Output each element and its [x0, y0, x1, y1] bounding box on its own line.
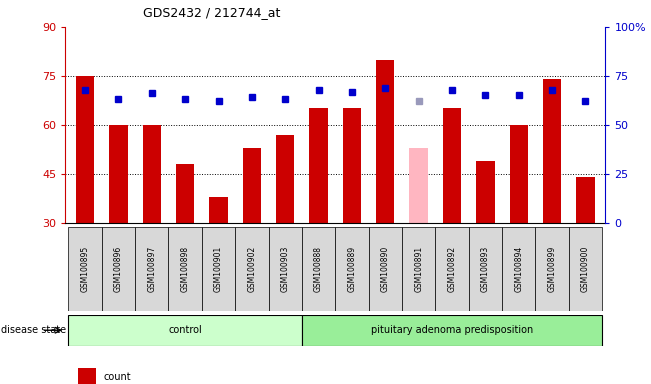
Bar [402, 227, 436, 311]
Bar [576, 177, 594, 223]
Bar [335, 227, 368, 311]
Bar [343, 109, 361, 223]
Text: pituitary adenoma predisposition: pituitary adenoma predisposition [371, 325, 533, 335]
Bar [269, 227, 302, 311]
Text: GSM100895: GSM100895 [81, 246, 90, 292]
Text: GSM100897: GSM100897 [147, 246, 156, 292]
Text: GSM100894: GSM100894 [514, 246, 523, 292]
Bar [176, 164, 195, 223]
Bar [202, 227, 235, 311]
Bar [535, 227, 569, 311]
Text: GSM100891: GSM100891 [414, 246, 423, 292]
Bar [302, 315, 602, 346]
Bar [476, 161, 495, 223]
Bar [543, 79, 561, 223]
Bar [78, 368, 96, 384]
Bar [510, 125, 528, 223]
Bar [68, 315, 302, 346]
Text: GSM100902: GSM100902 [247, 246, 256, 292]
Bar [76, 76, 94, 223]
Bar [443, 109, 461, 223]
Bar [243, 148, 261, 223]
Text: control: control [169, 325, 202, 335]
Text: GSM100893: GSM100893 [481, 246, 490, 292]
Text: GSM100900: GSM100900 [581, 246, 590, 292]
Text: GSM100899: GSM100899 [547, 246, 557, 292]
Text: GSM100888: GSM100888 [314, 246, 323, 292]
Bar [569, 227, 602, 311]
Bar [102, 227, 135, 311]
Text: GSM100890: GSM100890 [381, 246, 390, 292]
Text: disease state: disease state [1, 325, 66, 335]
Bar [436, 227, 469, 311]
Text: count: count [103, 372, 131, 382]
Bar [376, 60, 395, 223]
Bar [502, 227, 535, 311]
Bar [302, 227, 335, 311]
Bar [469, 227, 502, 311]
Text: GDS2432 / 212744_at: GDS2432 / 212744_at [143, 6, 281, 19]
Bar [143, 125, 161, 223]
Text: GSM100896: GSM100896 [114, 246, 123, 292]
Text: GSM100889: GSM100889 [348, 246, 357, 292]
Bar [210, 197, 228, 223]
Bar [309, 109, 327, 223]
Bar [169, 227, 202, 311]
Text: GSM100903: GSM100903 [281, 246, 290, 292]
Text: GSM100892: GSM100892 [447, 246, 456, 292]
Bar [68, 227, 102, 311]
Bar [135, 227, 169, 311]
Bar [235, 227, 269, 311]
Text: GSM100898: GSM100898 [181, 246, 189, 292]
Bar [409, 148, 428, 223]
Text: GSM100901: GSM100901 [214, 246, 223, 292]
Bar [109, 125, 128, 223]
Bar [276, 135, 294, 223]
Bar [368, 227, 402, 311]
